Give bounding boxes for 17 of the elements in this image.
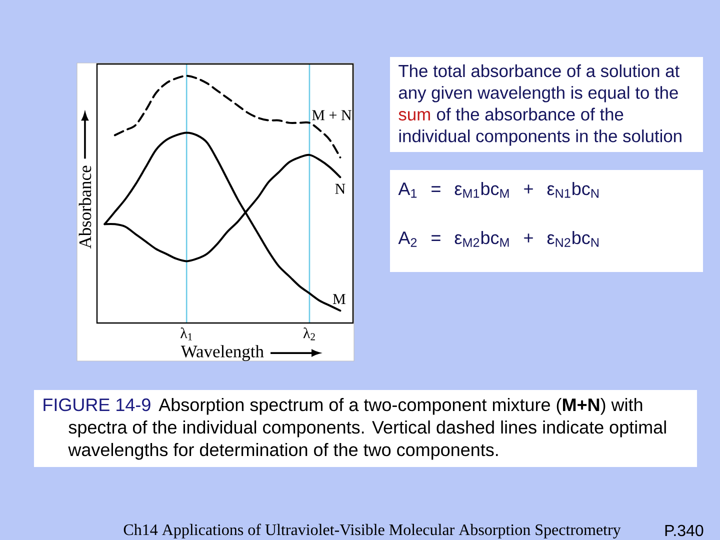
series-label: N xyxy=(335,184,346,194)
x-axis-title: Wavelength xyxy=(180,345,264,362)
series-label: M xyxy=(332,294,346,304)
text: A$_{2}$ = ε$_{M2}$bc$_{M}$ + ε$_{N2}$bc$_{N}$ xyxy=(398,230,598,247)
x-tick-label: λ$_{2}$ xyxy=(303,328,315,340)
text: Ch14 Applications of Ultraviolet-Visible Molecular Absorption Spectrometry xyxy=(124,524,621,538)
text: of the absorbance of the xyxy=(437,108,624,121)
series-label: M + N xyxy=(312,110,352,120)
text: sum xyxy=(398,111,430,121)
x-tick-label: λ$_{1}$ xyxy=(180,328,192,340)
text: individual components in the solution xyxy=(399,129,682,146)
text: A$_{1}$ = ε$_{M1}$bc$_{M}$ + ε$_{N1}$bc$_{N}$ xyxy=(398,182,598,198)
text: P.340 xyxy=(665,524,704,536)
text: spectra of the individual components. Vertical dashed lines indicate optimal wavelengths for determination of the two components. xyxy=(68,420,666,460)
y-axis-title: Absorbance xyxy=(78,166,92,249)
text: Absorption spectrum of a two-component mixture (M+N) with xyxy=(158,398,642,415)
caption: FIGURE 14-9 xyxy=(44,398,150,412)
